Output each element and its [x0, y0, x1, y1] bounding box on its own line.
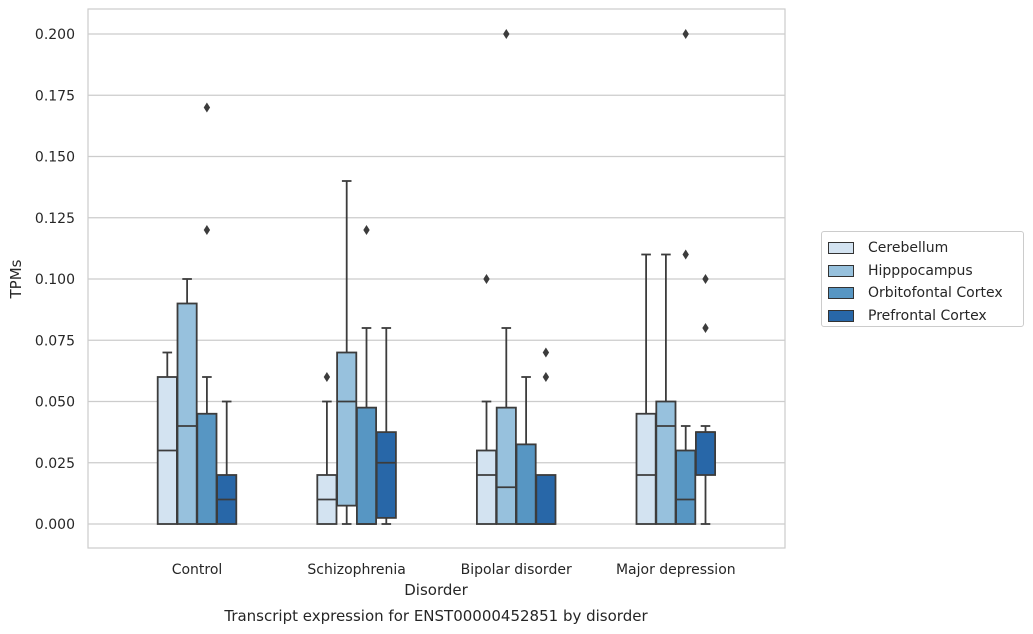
box-iqr [336, 351, 358, 507]
y-tick-label: 0.150 [35, 150, 75, 166]
box-iqr [375, 431, 397, 519]
legend-swatch [828, 242, 854, 255]
box-0-2 [475, 274, 497, 525]
x-tick-label: Major depression [616, 562, 736, 578]
legend: Cerebellum Hipppocampus Orbitofontal Cor… [821, 231, 1024, 327]
box-3-0 [216, 400, 238, 525]
y-tick-label: 0.100 [35, 272, 75, 288]
box-iqr [695, 431, 717, 476]
legend-swatch [828, 264, 854, 277]
outlier-point [682, 29, 689, 39]
legend-label: Cerebellum [868, 240, 949, 257]
box-3-3 [695, 274, 717, 525]
outlier-point [702, 323, 709, 333]
x-axis-label: Disorder [404, 581, 468, 599]
outlier-point [702, 274, 709, 284]
box-3-1 [375, 327, 397, 525]
box-iqr [176, 302, 198, 525]
figure-caption: Transcript expression for ENST0000045285… [224, 607, 648, 625]
y-tick-labels: 0.000 0.025 0.050 0.075 0.100 0.125 0.150 0.175… [35, 27, 75, 533]
box-3-2 [535, 347, 557, 525]
y-tick-label: 0.050 [35, 395, 75, 411]
box-iqr [355, 406, 377, 525]
legend-label: Hipppocampus [868, 262, 973, 279]
outlier-point [542, 347, 550, 358]
legend-swatch [828, 287, 854, 300]
box-iqr [475, 449, 497, 525]
y-tick-label: 0.075 [35, 333, 75, 349]
y-tick-label: 0.000 [35, 517, 75, 533]
legend-item-orbitofrontal-cortex: Orbitofontal Cortex [828, 282, 1023, 305]
x-tick-label: Bipolar disorder [461, 562, 572, 578]
box-2-1 [355, 225, 377, 525]
outlier-point [503, 29, 510, 39]
box-0-0 [156, 351, 178, 525]
y-tick-label: 0.200 [35, 27, 75, 43]
y-tick-label: 0.025 [35, 456, 75, 472]
y-tick-label: 0.125 [35, 211, 75, 227]
legend-label: Prefrontal Cortex [868, 307, 987, 324]
legend-item-hippocampus: Hipppocampus [828, 260, 1023, 283]
box-iqr [515, 443, 537, 525]
box-1-2 [495, 29, 517, 525]
outlier-point [203, 225, 211, 235]
x-tick-label: Control [172, 562, 223, 578]
box-1-0 [176, 278, 198, 525]
outlier-point [363, 225, 370, 235]
legend-label: Orbitofontal Cortex [868, 285, 1003, 302]
outlier-point [542, 372, 550, 382]
y-tick-label: 0.175 [35, 88, 75, 104]
box-iqr [495, 406, 517, 525]
outlier-point [323, 372, 331, 382]
x-tick-label: Schizophrenia [307, 562, 405, 578]
x-tick-labels: Control Schizophrenia Bipolar disorder Majo… [172, 562, 736, 578]
boxes [156, 29, 717, 525]
box-iqr [535, 474, 557, 525]
outlier-point [682, 249, 689, 260]
box-iqr [196, 412, 218, 525]
box-2-3 [675, 29, 697, 525]
legend-item-prefrontal-cortex: Prefrontal Cortex [828, 305, 1023, 328]
outlier-point [203, 102, 211, 113]
box-iqr [675, 449, 697, 525]
box-iqr [655, 400, 677, 525]
legend-item-cerebellum: Cerebellum [828, 237, 1023, 260]
box-iqr [635, 412, 657, 525]
legend-swatch [828, 309, 854, 322]
box-2-0 [196, 102, 218, 525]
y-axis-label: TPMs [7, 259, 25, 299]
outlier-point [483, 274, 490, 284]
box-2-2 [515, 376, 537, 525]
